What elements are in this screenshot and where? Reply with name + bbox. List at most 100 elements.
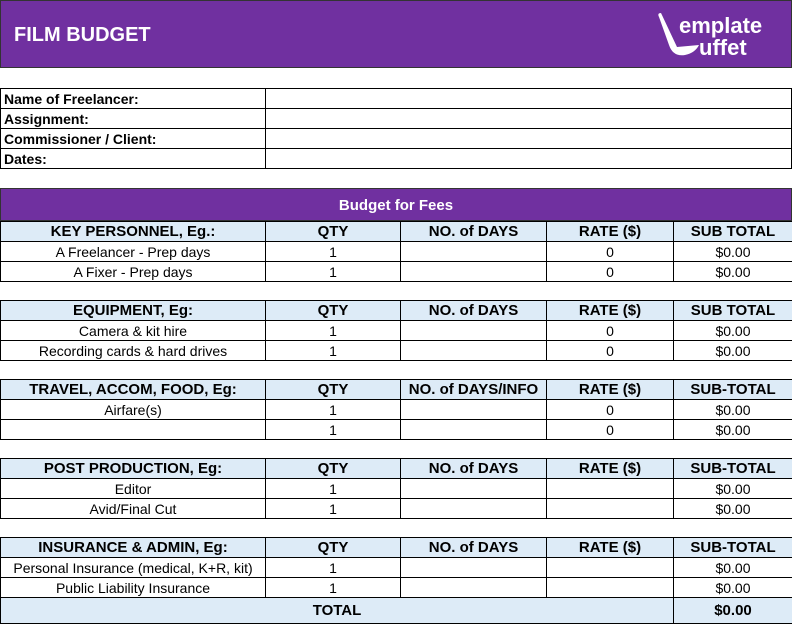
cell-item[interactable] xyxy=(1,420,266,440)
cell-qty[interactable]: 1 xyxy=(266,262,401,282)
cell-qty[interactable]: 1 xyxy=(266,578,401,598)
info-value-field[interactable] xyxy=(266,109,792,129)
cell-item[interactable]: Editor xyxy=(1,479,266,499)
svg-text:uffet: uffet xyxy=(699,35,747,60)
cell-days[interactable] xyxy=(401,262,547,282)
column-header-qty: QTY xyxy=(266,538,401,558)
cell-days[interactable] xyxy=(401,242,547,262)
column-header-qty: QTY xyxy=(266,380,401,400)
column-header-item: KEY PERSONNEL, Eg.: xyxy=(1,222,266,242)
spacer xyxy=(1,282,792,301)
cell-item[interactable]: Public Liability Insurance xyxy=(1,578,266,598)
spacer-row xyxy=(1,282,792,301)
column-header-days: NO. of DAYS xyxy=(401,301,547,321)
column-header-subtotal: SUB-TOTAL xyxy=(674,380,792,400)
cell-rate[interactable] xyxy=(547,558,674,578)
cell-rate[interactable]: 0 xyxy=(547,262,674,282)
info-table: Name of Freelancer:Assignment:Commission… xyxy=(0,88,792,169)
cell-item[interactable]: Personal Insurance (medical, K+R, kit) xyxy=(1,558,266,578)
page-title: FILM BUDGET xyxy=(14,24,151,47)
column-header-item: INSURANCE & ADMIN, Eg: xyxy=(1,538,266,558)
column-header-subtotal: SUB-TOTAL xyxy=(674,538,792,558)
cell-rate[interactable]: 0 xyxy=(547,321,674,341)
spacer-row xyxy=(1,361,792,380)
cell-qty[interactable]: 1 xyxy=(266,558,401,578)
info-value-field[interactable] xyxy=(266,149,792,169)
cell-qty[interactable]: 1 xyxy=(266,479,401,499)
cell-days[interactable] xyxy=(401,321,547,341)
column-header-item: POST PRODUCTION, Eg: xyxy=(1,459,266,479)
cell-rate[interactable]: 0 xyxy=(547,420,674,440)
cell-qty[interactable]: 1 xyxy=(266,420,401,440)
table-row: Airfare(s)1 0$0.00 xyxy=(1,400,792,420)
total-row: TOTAL$0.00 xyxy=(1,598,792,624)
cell-days[interactable] xyxy=(401,499,547,519)
cell-subtotal[interactable]: $0.00 xyxy=(674,242,792,262)
column-header-days: NO. of DAYS/INFO xyxy=(401,380,547,400)
column-header-qty: QTY xyxy=(266,301,401,321)
cell-subtotal[interactable]: $0.00 xyxy=(674,321,792,341)
cell-item[interactable]: A Fixer - Prep days xyxy=(1,262,266,282)
cell-days[interactable] xyxy=(401,558,547,578)
cell-days[interactable] xyxy=(401,420,547,440)
cell-qty[interactable]: 1 xyxy=(266,321,401,341)
cell-item[interactable]: Avid/Final Cut xyxy=(1,499,266,519)
cell-rate[interactable] xyxy=(547,479,674,499)
cell-subtotal[interactable]: $0.00 xyxy=(674,499,792,519)
info-value-field[interactable] xyxy=(266,89,792,109)
cell-qty[interactable]: 1 xyxy=(266,341,401,361)
cell-item[interactable]: Camera & kit hire xyxy=(1,321,266,341)
cell-rate[interactable] xyxy=(547,578,674,598)
table-row: 1 0$0.00 xyxy=(1,420,792,440)
column-header-subtotal: SUB-TOTAL xyxy=(674,459,792,479)
cell-subtotal[interactable]: $0.00 xyxy=(674,262,792,282)
budget-title: Budget for Fees xyxy=(0,188,792,221)
info-label: Name of Freelancer: xyxy=(1,89,266,109)
column-header-days: NO. of DAYS xyxy=(401,459,547,479)
cell-item[interactable]: A Freelancer - Prep days xyxy=(1,242,266,262)
info-value-field[interactable] xyxy=(266,129,792,149)
cell-rate[interactable]: 0 xyxy=(547,341,674,361)
cell-subtotal[interactable]: $0.00 xyxy=(674,420,792,440)
table-row: Personal Insurance (medical, K+R, kit)1 $… xyxy=(1,558,792,578)
total-value: $0.00 xyxy=(674,598,792,624)
info-row: Dates: xyxy=(1,149,792,169)
column-header-rate: RATE ($) xyxy=(547,459,674,479)
cell-subtotal[interactable]: $0.00 xyxy=(674,400,792,420)
cell-rate[interactable]: 0 xyxy=(547,400,674,420)
cell-rate[interactable]: 0 xyxy=(547,242,674,262)
cell-subtotal[interactable]: $0.00 xyxy=(674,341,792,361)
cell-subtotal[interactable]: $0.00 xyxy=(674,578,792,598)
cell-qty[interactable]: 1 xyxy=(266,242,401,262)
cell-days[interactable] xyxy=(401,400,547,420)
info-row: Name of Freelancer: xyxy=(1,89,792,109)
column-header-rate: RATE ($) xyxy=(547,380,674,400)
column-header-rate: RATE ($) xyxy=(547,538,674,558)
cell-qty[interactable]: 1 xyxy=(266,400,401,420)
cell-rate[interactable] xyxy=(547,499,674,519)
column-header-subtotal: SUB TOTAL xyxy=(674,301,792,321)
cell-days[interactable] xyxy=(401,479,547,499)
cell-subtotal[interactable]: $0.00 xyxy=(674,558,792,578)
column-header-rate: RATE ($) xyxy=(547,222,674,242)
column-header-days: NO. of DAYS xyxy=(401,222,547,242)
column-header-qty: QTY xyxy=(266,222,401,242)
cell-qty[interactable]: 1 xyxy=(266,499,401,519)
column-header-rate: RATE ($) xyxy=(547,301,674,321)
cell-days[interactable] xyxy=(401,341,547,361)
spacer-row xyxy=(1,519,792,538)
spacer xyxy=(1,361,792,380)
cell-item[interactable]: Recording cards & hard drives xyxy=(1,341,266,361)
cell-days[interactable] xyxy=(401,578,547,598)
cell-subtotal[interactable]: $0.00 xyxy=(674,479,792,499)
cell-item[interactable]: Airfare(s) xyxy=(1,400,266,420)
